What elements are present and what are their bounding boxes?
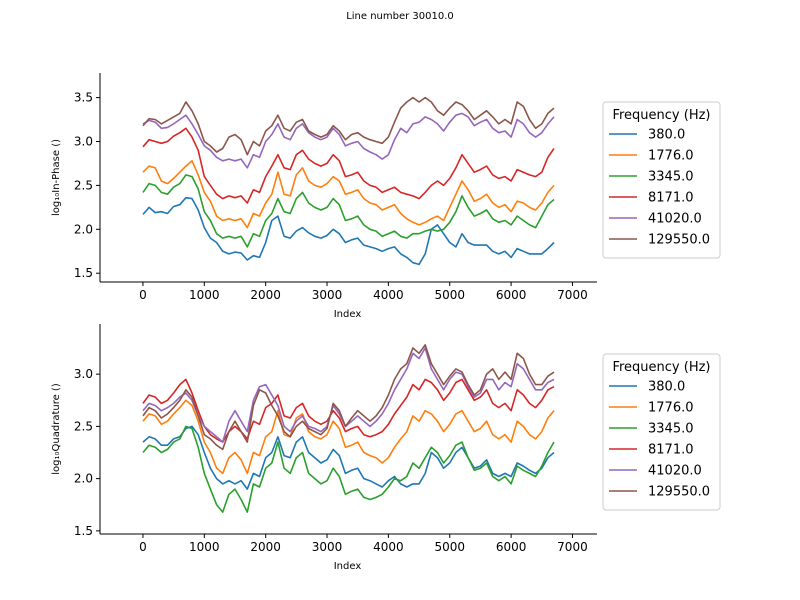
legend-entry-8171-0: 8171.0	[648, 191, 694, 206]
series-line-129550-0	[142, 344, 555, 451]
legend-frame	[602, 101, 721, 259]
series-line-41020-0	[142, 112, 555, 169]
legend-entry-1776-0: 1776.0	[648, 149, 694, 164]
series-line-8171-0	[142, 127, 555, 204]
y-tick-label: 2.0	[74, 222, 93, 236]
y-tick-label: 3.0	[74, 134, 93, 148]
plots: 0 1000 2000 3000 4000 5000 6000 7000 1.5 2.0 2.5 3.…	[51, 73, 721, 572]
x-tick-label: 6000	[496, 288, 527, 302]
x-tick-label: 0	[139, 288, 147, 302]
legend-title: Frequency (Hz)	[612, 360, 710, 375]
series-line-41020-0	[142, 347, 555, 443]
x-tick-label: 1000	[189, 288, 220, 302]
y-tick-label: 2.5	[74, 419, 93, 433]
legend-entry-3345-0: 3345.0	[648, 170, 694, 185]
legend-title: Frequency (Hz)	[612, 108, 710, 123]
x-tick-label: 4000	[373, 288, 404, 302]
y-axis-label: log₁₀Quadrature ()	[51, 383, 62, 475]
x-tick-label: 7000	[557, 540, 588, 554]
x-tick-label: 4000	[373, 540, 404, 554]
y-tick-label: 2.5	[74, 178, 93, 192]
series-line-3345-0	[142, 174, 555, 248]
y-tick-label: 2.0	[74, 472, 93, 486]
legend-entry-380-0: 380.0	[648, 380, 685, 395]
x-tick-label: 7000	[557, 288, 588, 302]
series-line-129550-0	[142, 96, 555, 156]
legend-frame	[602, 353, 721, 511]
y-tick-label: 3.5	[74, 91, 93, 105]
x-tick-label: 3000	[312, 288, 343, 302]
x-tick-label: 1000	[189, 540, 220, 554]
x-axis-label: Index	[334, 561, 362, 572]
legend: Frequency (Hz) 380.0 1776.0 3345.0 8171.0 410…	[602, 101, 721, 259]
legend-entry-3345-0: 3345.0	[648, 422, 694, 437]
legend-entry-380-0: 380.0	[648, 128, 685, 143]
legend-entry-41020-0: 41020.0	[648, 212, 702, 227]
series-line-8171-0	[142, 378, 555, 443]
series-line-380-0	[142, 425, 555, 490]
subplot-1: 0 1000 2000 3000 4000 5000 6000 7000 1.5 2.0 2.5 3.…	[51, 73, 721, 320]
series-line-1776-0	[142, 160, 555, 229]
series-line-1776-0	[142, 399, 555, 475]
x-tick-label: 0	[139, 540, 147, 554]
legend-entry-41020-0: 41020.0	[648, 464, 702, 479]
legend-entry-8171-0: 8171.0	[648, 443, 694, 458]
series-line-380-0	[142, 196, 555, 266]
y-axis-label: log₁₀In-Phase ()	[51, 139, 62, 216]
y-tick-label: 3.0	[74, 367, 93, 381]
x-tick-label: 2000	[250, 540, 281, 554]
x-tick-label: 2000	[250, 288, 281, 302]
x-tick-label: 6000	[496, 540, 527, 554]
x-tick-label: 3000	[312, 540, 343, 554]
series-line-3345-0	[142, 425, 555, 513]
y-tick-label: 1.5	[74, 266, 93, 280]
legend-entry-129550-0: 129550.0	[648, 233, 710, 248]
legend-entry-129550-0: 129550.0	[648, 485, 710, 500]
figure-title: Line number 30010.0	[346, 11, 454, 22]
legend: Frequency (Hz) 380.0 1776.0 3345.0 8171.0 410…	[602, 353, 721, 511]
x-axis-label: Index	[334, 309, 362, 320]
subplot-2: 0 1000 2000 3000 4000 5000 6000 7000 1.5 2.0 2.5 3.…	[51, 324, 721, 572]
y-tick-label: 1.5	[74, 524, 93, 538]
x-tick-label: 5000	[434, 540, 465, 554]
x-tick-label: 5000	[434, 288, 465, 302]
legend-entry-1776-0: 1776.0	[648, 401, 694, 416]
